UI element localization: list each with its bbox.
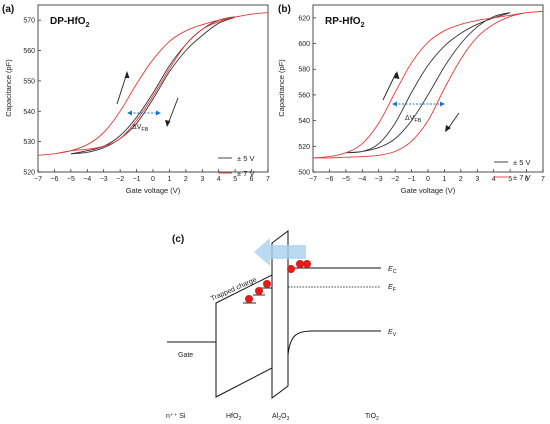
electron-trapped-1	[245, 295, 253, 303]
x-tick-label: −5	[342, 176, 350, 183]
y-tick-label: 580	[298, 67, 310, 74]
panel-label-b: (b)	[278, 4, 291, 15]
x-tick-label: 4	[217, 176, 221, 183]
x-tick-label: −1	[133, 176, 141, 183]
x-tick-label: 2	[184, 176, 188, 183]
series-line-5v-a	[70, 16, 236, 155]
panel-label-c: (c)	[172, 234, 184, 245]
x-tick-label: −2	[391, 176, 399, 183]
layer-label-hfo2: HfO2	[226, 413, 241, 422]
y-tick-label: 560	[23, 48, 35, 55]
x-axis-label-b: Gate voltage (V)	[401, 186, 456, 195]
sweep-up-arrow-b	[382, 72, 397, 101]
band-diagram: Gate Trapped charge EC EF EV n⁺⁺ Si HfO2…	[166, 230, 397, 422]
series-line-7v-a	[37, 12, 269, 156]
legend-b: ± 5 V ± 7 V	[494, 158, 530, 182]
delta-vfb-right-arrowhead-b	[440, 101, 445, 107]
legend-label-5v-b: ± 5 V	[513, 158, 530, 167]
sweep-up-arrowhead-a	[124, 71, 130, 78]
x-tick-label: −7	[309, 176, 317, 183]
chart-a-title: DP-HfO2	[50, 16, 90, 29]
injection-arrow-icon	[254, 238, 306, 266]
x-tick-label: 0	[151, 176, 155, 183]
chart-a: DP-HfO2 −7 −6 −5 −4 −3 −2 −1 0 1 2 3 4 5 6 7 520 530 540…	[4, 4, 270, 195]
y-tick-label: 540	[23, 109, 35, 116]
electron-conduction-3	[303, 260, 311, 268]
x-tick-label: 0	[426, 176, 430, 183]
x-tick-label: 7	[266, 176, 270, 183]
x-tick-label: −7	[34, 176, 42, 183]
ev-label: EV	[388, 329, 397, 338]
delta-vfb-label-b: ΔVFB	[405, 115, 422, 124]
x-tick-label: 1	[442, 176, 446, 183]
delta-vfb-left-arrowhead-a	[127, 110, 132, 116]
legend-a: ± 5 V ± 7 V	[218, 154, 254, 178]
sweep-down-arrowhead-b	[445, 125, 451, 132]
x-tick-label: 6	[525, 176, 529, 183]
delta-vfb-left-arrowhead-b	[392, 101, 397, 107]
y-tick-label: 520	[23, 170, 35, 177]
y-tick-label: 550	[23, 78, 35, 85]
ec-label: EC	[388, 266, 397, 275]
ef-label: EF	[388, 284, 397, 293]
chart-b: RP-HfO2 −7 −6 −5 −4 −3 −2 −1 0 1 2 3 4 5 6 7 500 520 540…	[277, 4, 545, 195]
series-line-7v-b	[312, 10, 544, 159]
y-axis-label-a: Capacitance (pF)	[4, 59, 13, 117]
chart-b-title: RP-HfO2	[325, 16, 365, 29]
x-tick-label: 3	[200, 176, 204, 183]
x-tick-label: 7	[541, 176, 545, 183]
y-tick-label: 540	[298, 118, 310, 125]
y-tick-label: 530	[23, 139, 35, 146]
x-tick-label: 1	[167, 176, 171, 183]
panel-label-a: (a)	[2, 4, 14, 15]
x-tick-label: 5	[233, 176, 237, 183]
sweep-up-arrowhead-b	[394, 71, 400, 79]
plot-frame-a	[37, 4, 269, 173]
x-tick-label: −2	[116, 176, 124, 183]
al2o3-layer	[271, 230, 289, 399]
y-tick-label: 560	[298, 92, 310, 99]
x-tick-label: −5	[67, 176, 75, 183]
delta-vfb-right-arrowhead-a	[156, 110, 161, 116]
x-tick-label: −3	[100, 176, 108, 183]
y-tick-label: 600	[298, 41, 310, 48]
delta-vfb-label-a: ΔVFB	[132, 124, 149, 133]
y-tick-label: 500	[298, 170, 310, 177]
gate-label: Gate	[178, 352, 193, 359]
electron-conduction-2	[296, 260, 304, 268]
legend-label-7v-a: ± 7 V	[237, 169, 254, 178]
x-tick-label: 6	[250, 176, 254, 183]
electron-trapped-2	[255, 287, 263, 295]
series-line-5v-b	[345, 12, 511, 154]
x-tick-label: −1	[408, 176, 416, 183]
x-tick-label: −4	[358, 176, 366, 183]
x-tick-label: 5	[508, 176, 512, 183]
x-tick-label: 4	[492, 176, 496, 183]
x-tick-label: 3	[475, 176, 479, 183]
sweep-up-arrow-a	[116, 72, 128, 105]
legend-label-7v-b: ± 7 V	[513, 173, 530, 182]
legend-label-5v-a: ± 5 V	[237, 154, 254, 163]
layer-label-tio2: TiO2	[365, 413, 379, 422]
x-tick-label: 2	[459, 176, 463, 183]
x-axis-label-a: Gate voltage (V)	[126, 186, 181, 195]
plot-frame-b	[312, 4, 544, 173]
y-axis-label-b: Capacitance (pF)	[277, 59, 286, 117]
layer-label-al2o3: Al2O3	[272, 413, 289, 422]
electron-conduction-1	[287, 265, 295, 273]
sweep-down-arrow-a	[167, 97, 179, 125]
x-tick-label: −6	[50, 176, 58, 183]
layer-label-si: n⁺⁺ Si	[166, 413, 186, 420]
y-tick-label: 520	[298, 144, 310, 151]
x-tick-label: −6	[325, 176, 333, 183]
valence-band-line	[287, 330, 381, 356]
sweep-down-arrowhead-a	[165, 120, 171, 127]
y-tick-label: 620	[298, 15, 310, 22]
y-tick-label: 570	[23, 18, 35, 25]
x-tick-label: −3	[375, 176, 383, 183]
electron-trapped-3	[263, 280, 271, 288]
x-tick-label: −4	[83, 176, 91, 183]
